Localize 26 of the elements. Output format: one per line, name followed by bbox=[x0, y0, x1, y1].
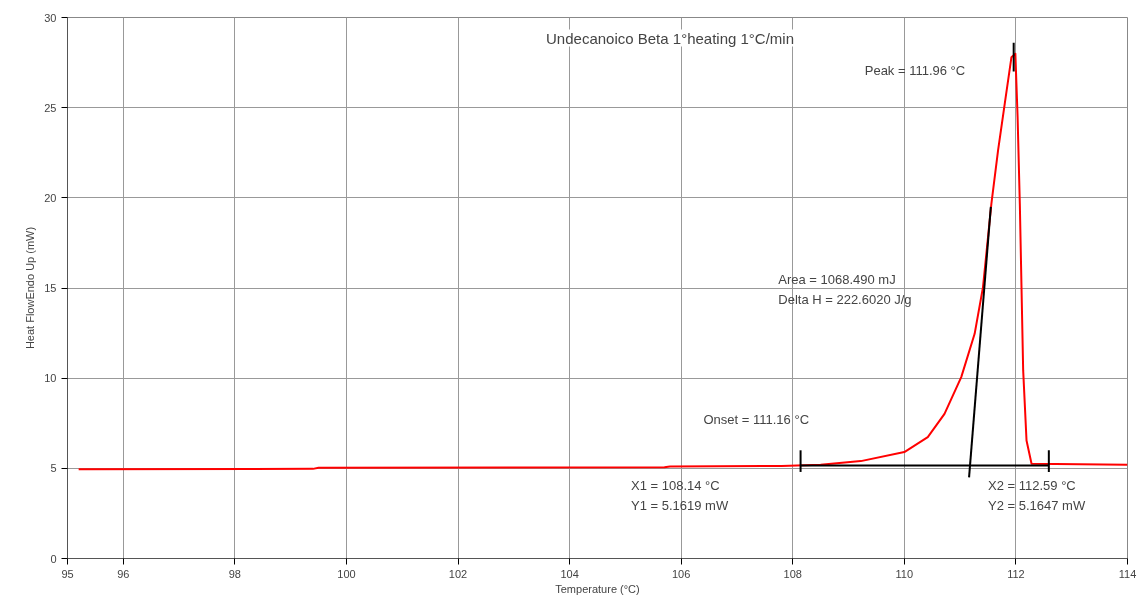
y-tick-label: 15 bbox=[44, 282, 57, 294]
x-tick-label: 112 bbox=[1007, 567, 1025, 580]
y-tick-label: 20 bbox=[44, 191, 57, 204]
y-tick-label: 0 bbox=[50, 552, 57, 565]
annotation: Area = 1068.490 mJ Delta H = 222.6020 J/g bbox=[778, 272, 912, 307]
annotation: Onset = 111.16 °C bbox=[703, 412, 810, 428]
y-tick-label: 10 bbox=[44, 372, 57, 385]
x-tick-label: 95 bbox=[61, 567, 74, 580]
x-axis-title: Temperature (°C) bbox=[555, 582, 640, 595]
y-axis-title: Heat FlowEndo Up (mW) bbox=[24, 226, 37, 350]
annotation: X1 = 108.14 °C Y1 = 5.1619 mW bbox=[630, 478, 729, 513]
x-tick-label: 104 bbox=[560, 567, 579, 580]
x-tick-label: 106 bbox=[672, 567, 691, 580]
x-tick-label: 96 bbox=[117, 567, 130, 580]
annotation: X2 = 112.59 °C Y2 = 5.1647 mW bbox=[988, 478, 1086, 513]
x-tick-label: 114 bbox=[1118, 567, 1137, 580]
x-tick-label: 98 bbox=[228, 567, 241, 580]
y-tick-label: 30 bbox=[44, 11, 57, 24]
x-tick-label: 110 bbox=[895, 567, 914, 580]
x-tick-label: 100 bbox=[337, 567, 356, 580]
x-tick-label: 108 bbox=[783, 567, 802, 580]
y-tick-label: 25 bbox=[44, 101, 57, 114]
text: Undecanoico Beta 1°heating 1°C/min bbox=[546, 29, 795, 47]
annotation: Peak = 111.96 °C bbox=[864, 62, 966, 78]
x-tick-label: 102 bbox=[448, 567, 468, 580]
y-tick-label: 5 bbox=[50, 462, 57, 475]
